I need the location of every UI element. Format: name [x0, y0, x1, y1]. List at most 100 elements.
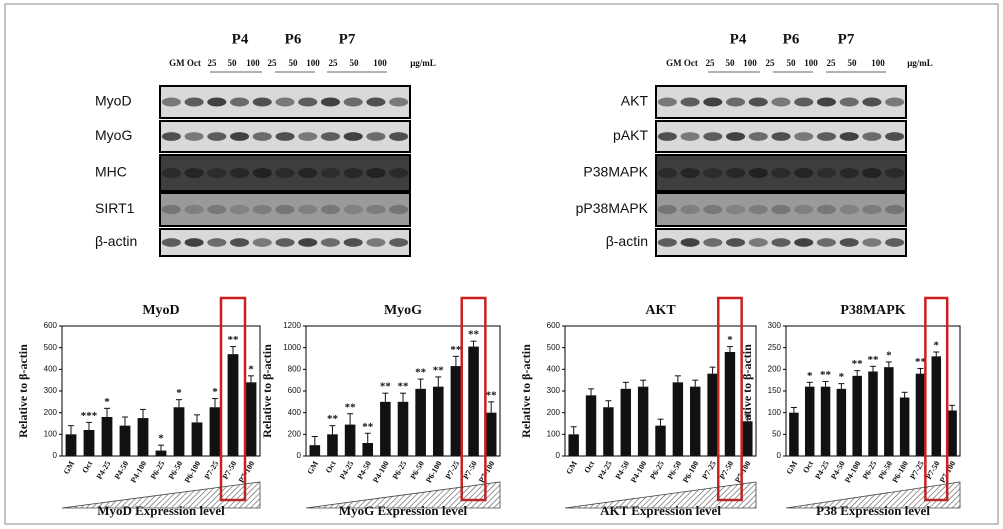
blot-row-label: SIRT1	[95, 200, 135, 216]
significance: *	[176, 387, 182, 399]
significance: **	[820, 369, 832, 381]
bar	[724, 352, 736, 456]
x-tick-label: P6-50	[167, 459, 185, 480]
lane-label: GM Oct	[666, 58, 698, 68]
y-tick-label: 500	[547, 343, 561, 352]
blot-band	[366, 204, 386, 215]
bar	[155, 450, 167, 456]
blot-band	[816, 132, 836, 141]
y-tick-label: 150	[768, 386, 782, 395]
significance: ***	[81, 410, 98, 422]
x-tick-label: GM	[305, 459, 320, 476]
lane-label: 50	[787, 58, 797, 68]
bar	[191, 422, 203, 456]
blot-band	[748, 97, 768, 107]
lane-label: 50	[350, 58, 360, 68]
significance: **	[486, 389, 498, 401]
lane-label: 25	[208, 58, 218, 68]
lane-label: 100	[871, 58, 885, 68]
blot-band	[320, 132, 341, 141]
blot-band	[703, 167, 723, 179]
x-tick-label: Oct	[80, 459, 94, 475]
y-tick-label: 200	[44, 408, 58, 417]
blot-band	[839, 238, 859, 247]
lane-label: 50	[848, 58, 858, 68]
bar	[245, 382, 257, 456]
blot-band	[657, 97, 677, 107]
blot-band	[771, 167, 791, 179]
blot-band	[748, 167, 768, 179]
x-tick-label: P6-100	[890, 459, 910, 484]
blot-band	[320, 97, 341, 107]
blot-band	[389, 132, 409, 141]
x-axis-label: MyoD Expression level	[97, 503, 225, 518]
x-tick-label: P6-100	[424, 459, 444, 484]
bar	[585, 395, 597, 456]
blot-band	[657, 204, 677, 215]
x-tick-label: P7-50	[461, 459, 479, 480]
significance: **	[468, 329, 480, 341]
blot-band	[794, 97, 814, 107]
x-tick-label: P7-25	[908, 459, 926, 480]
chart-title: P38MAPK	[840, 303, 905, 318]
blot-band	[184, 238, 204, 247]
lane-label: 25	[706, 58, 716, 68]
significance: **	[415, 367, 427, 379]
blot-band	[885, 97, 905, 107]
chart-title: AKT	[645, 303, 676, 318]
significance: *	[727, 334, 733, 346]
bar	[655, 425, 666, 456]
significance: **	[915, 356, 927, 368]
bar	[804, 386, 815, 456]
lane-label: 25	[766, 58, 776, 68]
y-tick-label: 0	[297, 451, 302, 460]
blot-band	[794, 132, 814, 141]
expression-wedge	[305, 481, 501, 509]
blot-row-label: pAKT	[613, 127, 648, 143]
y-axis-label: Relative to β-actin	[740, 344, 754, 438]
y-tick-label: 400	[547, 364, 561, 373]
significance: **	[228, 334, 240, 346]
x-axis-label: MyoG Expression level	[339, 503, 468, 518]
blot-band	[366, 238, 386, 247]
bar	[915, 373, 926, 456]
y-tick-label: 100	[44, 429, 58, 438]
blot-band	[343, 204, 363, 215]
bar	[603, 407, 614, 456]
blot-band	[184, 97, 204, 107]
bar	[309, 445, 321, 456]
significance: *	[934, 340, 940, 352]
y-tick-label: 0	[53, 451, 58, 460]
y-tick-label: 300	[768, 321, 782, 330]
y-tick-label: 600	[288, 386, 302, 395]
blot-band	[389, 238, 409, 247]
blot-band	[771, 204, 791, 215]
blot-band	[748, 204, 768, 215]
x-tick-label: P6-50	[408, 459, 426, 480]
blot-band	[207, 238, 227, 247]
blot-band	[252, 132, 272, 141]
bar	[884, 367, 894, 456]
y-axis-label: Relative to β-actin	[260, 344, 274, 438]
bar	[380, 401, 391, 456]
blot-band	[184, 132, 204, 141]
blot-band	[862, 238, 882, 247]
significance: **	[345, 401, 357, 413]
blot-band	[366, 97, 386, 107]
blot-band	[230, 97, 250, 107]
blot-band	[366, 132, 386, 141]
blot-band	[839, 204, 859, 215]
blot-band	[748, 238, 768, 247]
blot-band	[161, 132, 181, 141]
blot-band	[161, 238, 181, 247]
x-tick-label: P7-100	[477, 459, 497, 484]
bar	[327, 434, 338, 456]
blot-band	[275, 204, 295, 215]
blot-band	[771, 97, 791, 107]
blot-band	[161, 167, 181, 179]
x-tick-label: P6-100	[183, 459, 203, 484]
blot-band	[885, 204, 905, 215]
bar	[101, 417, 113, 456]
blot-band	[794, 204, 814, 215]
y-tick-label: 200	[768, 364, 782, 373]
